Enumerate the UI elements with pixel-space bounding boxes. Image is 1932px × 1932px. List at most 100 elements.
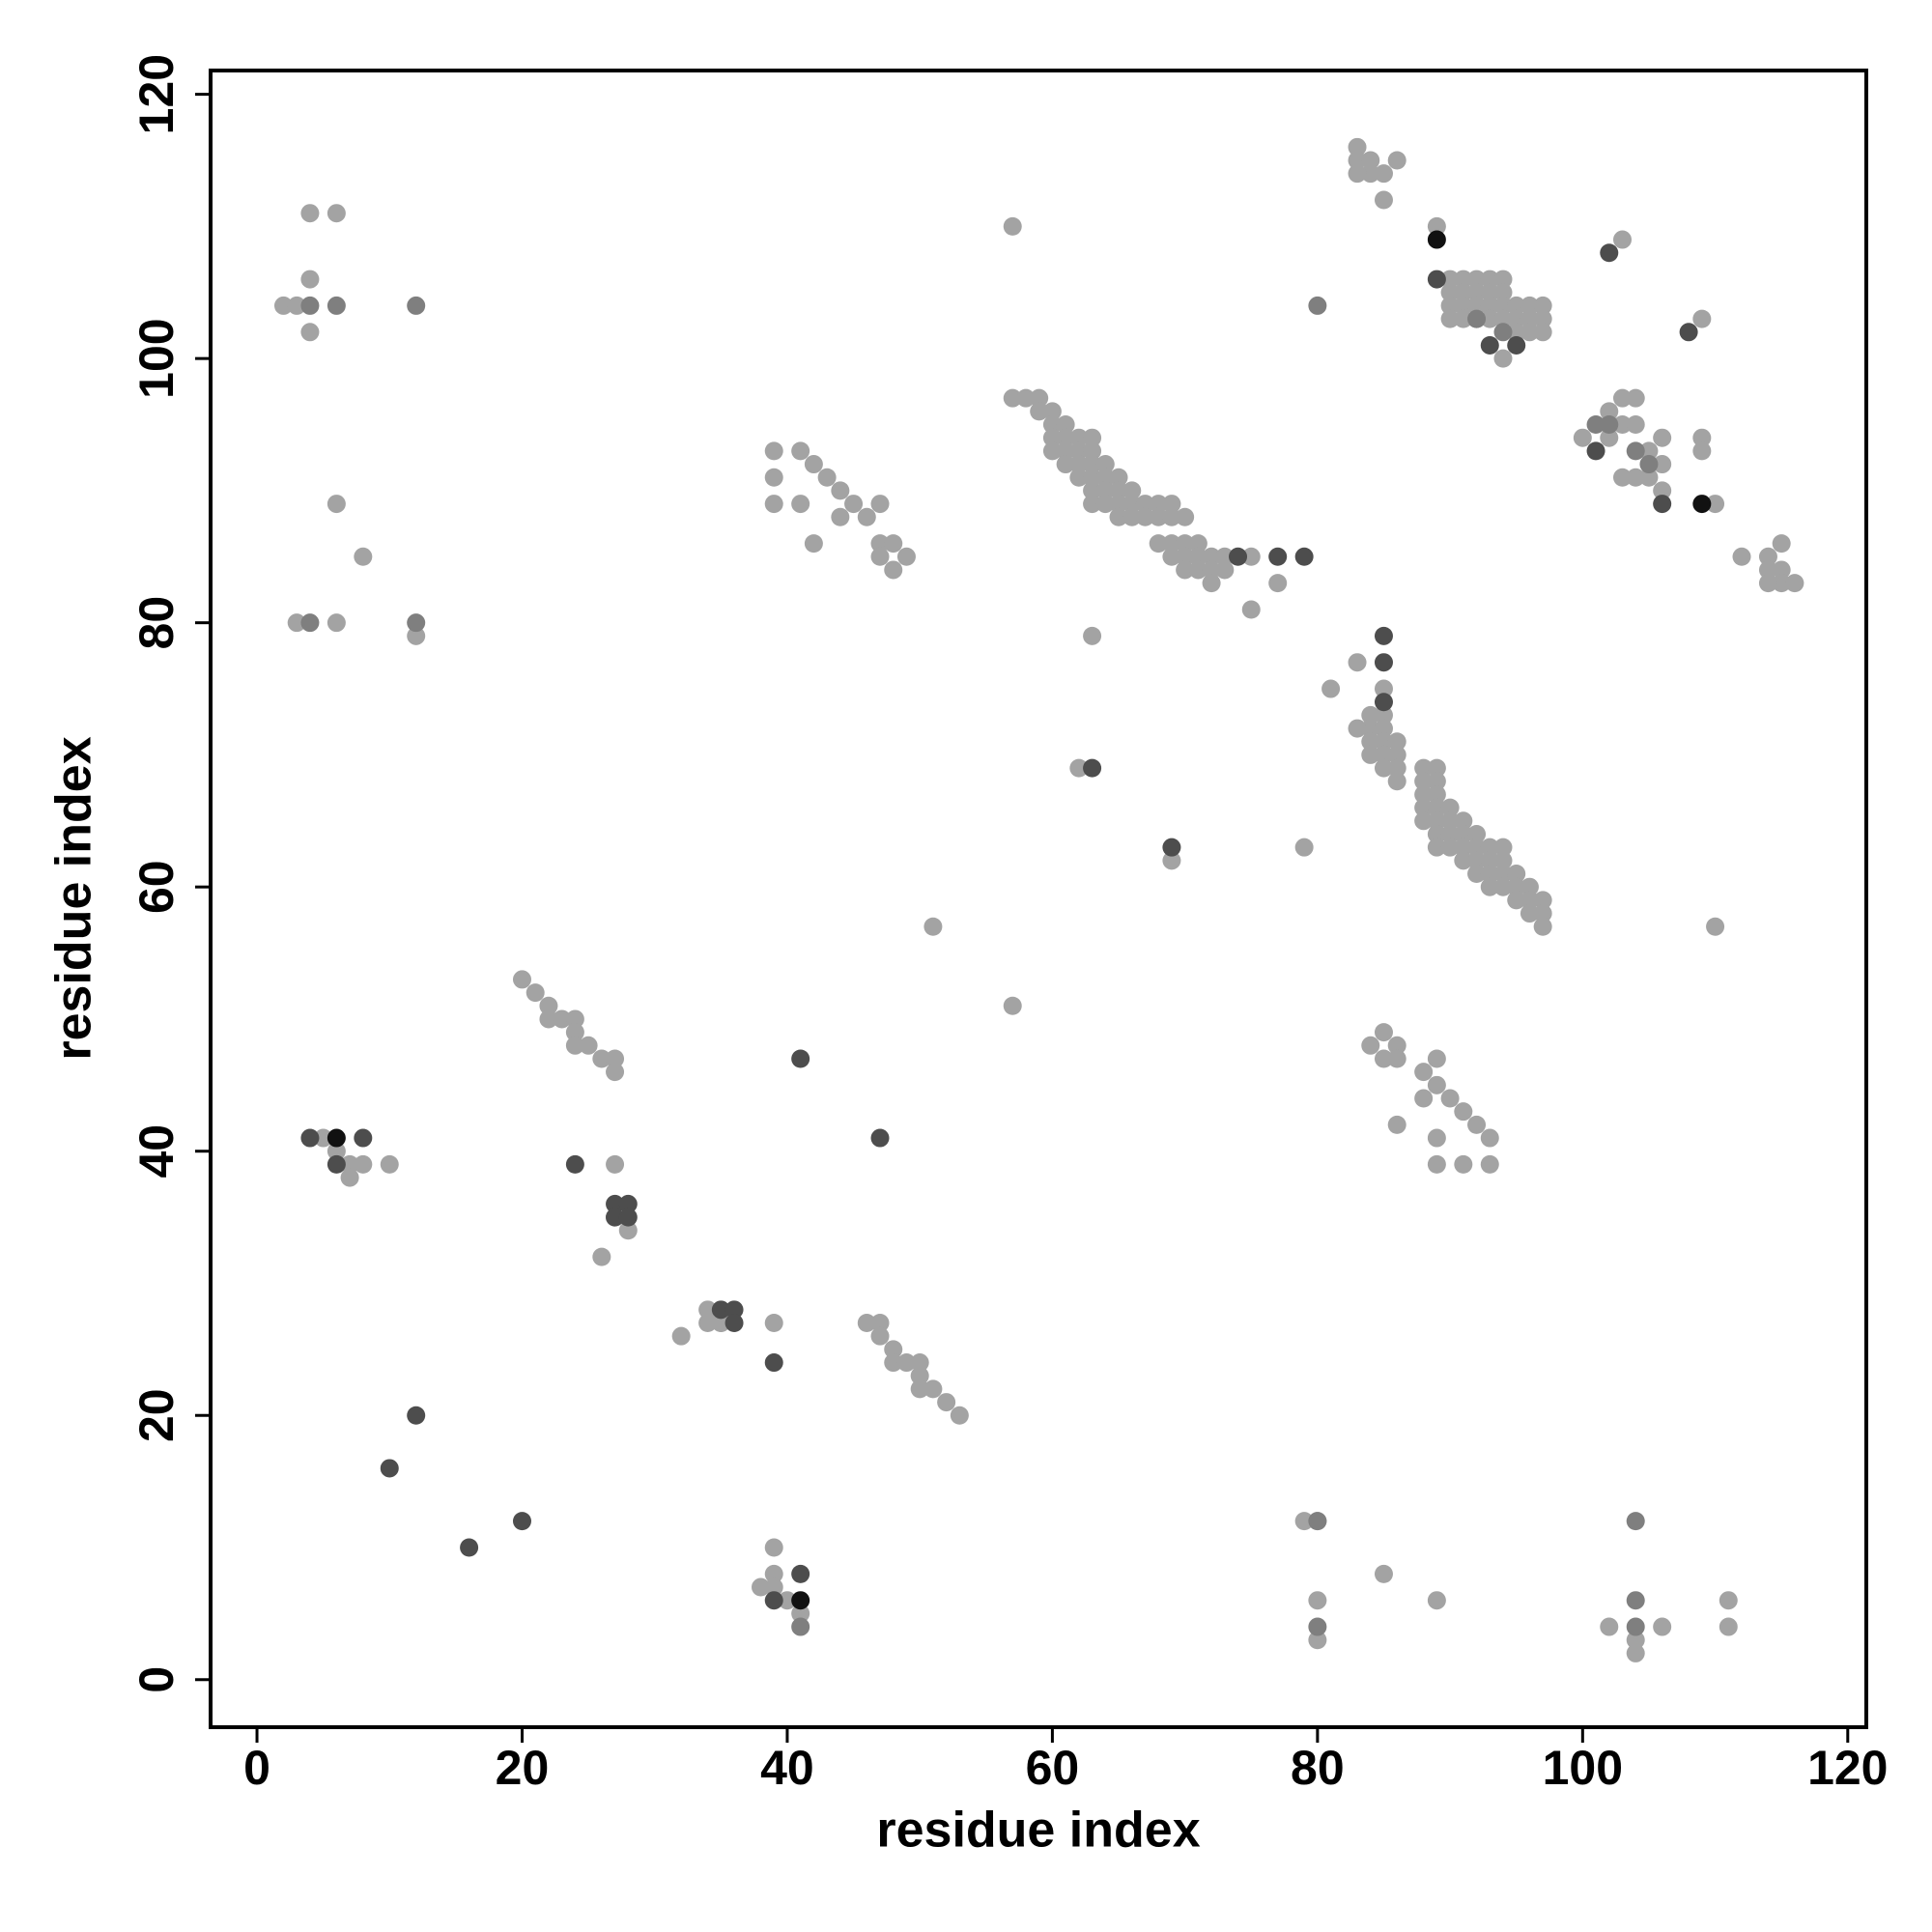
contact-point	[1480, 335, 1499, 355]
contact-point	[1149, 495, 1168, 514]
contact-point	[1056, 455, 1075, 474]
contact-point	[1162, 838, 1181, 857]
contact-point	[1042, 415, 1062, 435]
contact-point	[1321, 679, 1341, 698]
contact-point	[1427, 1154, 1446, 1174]
contact-point	[606, 1194, 625, 1213]
contact-point	[539, 996, 558, 1015]
contact-point	[340, 1154, 359, 1174]
contact-point	[1626, 1591, 1645, 1610]
contact-point	[354, 1154, 373, 1174]
contact-point	[1480, 838, 1499, 857]
contact-point	[778, 1591, 797, 1610]
contact-point	[1573, 428, 1592, 447]
contact-point	[1440, 811, 1460, 831]
contact-point	[1454, 309, 1473, 328]
contact-point	[354, 1128, 373, 1148]
contact-point	[1374, 693, 1393, 712]
contact-point	[1758, 560, 1777, 580]
contact-point	[884, 1340, 903, 1359]
contact-point	[923, 917, 943, 936]
contact-point	[1414, 1089, 1434, 1108]
contact-point	[1440, 309, 1460, 328]
contact-point	[1454, 1102, 1473, 1122]
contact-point	[1374, 626, 1393, 645]
y-tick-label: 100	[129, 318, 184, 398]
contact-point	[460, 1538, 479, 1557]
contact-point	[618, 1194, 638, 1213]
contact-point	[1653, 481, 1672, 500]
contact-point	[817, 468, 837, 487]
contact-point	[1095, 455, 1115, 474]
contact-point	[1109, 495, 1128, 514]
contact-point	[764, 1538, 783, 1557]
contact-point	[1626, 468, 1645, 487]
contact-point	[1348, 653, 1367, 672]
contact-point	[1626, 415, 1645, 435]
contact-point	[1785, 574, 1804, 593]
contact-point	[1308, 296, 1327, 315]
contact-point	[1454, 1154, 1473, 1174]
contact-point	[327, 1128, 346, 1148]
contact-point	[592, 1247, 611, 1266]
contact-point	[380, 1459, 399, 1478]
contact-point	[923, 1379, 943, 1399]
contact-point	[1533, 904, 1552, 923]
contact-point	[1507, 335, 1526, 355]
contact-point	[896, 547, 916, 566]
contact-point	[1440, 838, 1460, 857]
contact-point	[314, 1128, 333, 1148]
contact-point	[1480, 851, 1499, 870]
contact-point	[1427, 1075, 1446, 1094]
contact-point	[1427, 270, 1446, 289]
contact-point	[1758, 547, 1777, 566]
contact-point	[1056, 415, 1075, 435]
contact-point	[950, 1406, 969, 1425]
contact-point	[937, 1393, 956, 1412]
contact-point	[1387, 745, 1406, 764]
contact-point	[1480, 865, 1499, 884]
contact-point	[1520, 309, 1539, 328]
contact-point	[1361, 719, 1380, 738]
contact-point	[1308, 1631, 1327, 1650]
y-tick-label: 60	[129, 860, 184, 914]
contact-point	[1348, 151, 1367, 170]
contact-point	[1056, 428, 1075, 447]
contact-point	[1493, 349, 1513, 368]
contact-point	[1056, 441, 1075, 461]
contact-point	[1202, 574, 1221, 593]
contact-point	[1003, 388, 1022, 408]
contact-point	[752, 1577, 771, 1597]
contact-point	[671, 1326, 691, 1346]
contact-point	[910, 1366, 929, 1385]
contact-point	[1493, 309, 1513, 328]
contact-point	[1241, 547, 1261, 566]
contact-point	[1122, 495, 1142, 514]
contact-point	[804, 534, 823, 554]
contact-point	[1176, 534, 1195, 554]
contact-point	[1109, 468, 1128, 487]
contact-point	[1758, 574, 1777, 593]
contact-point	[884, 534, 903, 554]
x-tick-label: 80	[1291, 1741, 1345, 1795]
contact-point	[1692, 428, 1712, 447]
contact-point	[327, 1142, 346, 1161]
contact-point	[1387, 1115, 1406, 1134]
contact-point	[1042, 441, 1062, 461]
contact-point	[1520, 904, 1539, 923]
contact-point	[1493, 296, 1513, 315]
contact-point	[1149, 534, 1168, 554]
contact-point	[1427, 811, 1446, 831]
contact-point	[1520, 323, 1539, 342]
contact-point	[1387, 732, 1406, 752]
contact-point	[1600, 415, 1619, 435]
contact-point	[618, 1221, 638, 1240]
contact-point	[1083, 495, 1102, 514]
contact-point	[287, 296, 306, 315]
contact-point	[606, 1208, 625, 1227]
contact-point	[1467, 851, 1487, 870]
contact-point	[1374, 653, 1393, 672]
contact-point	[1241, 600, 1261, 619]
contact-point	[804, 455, 823, 474]
